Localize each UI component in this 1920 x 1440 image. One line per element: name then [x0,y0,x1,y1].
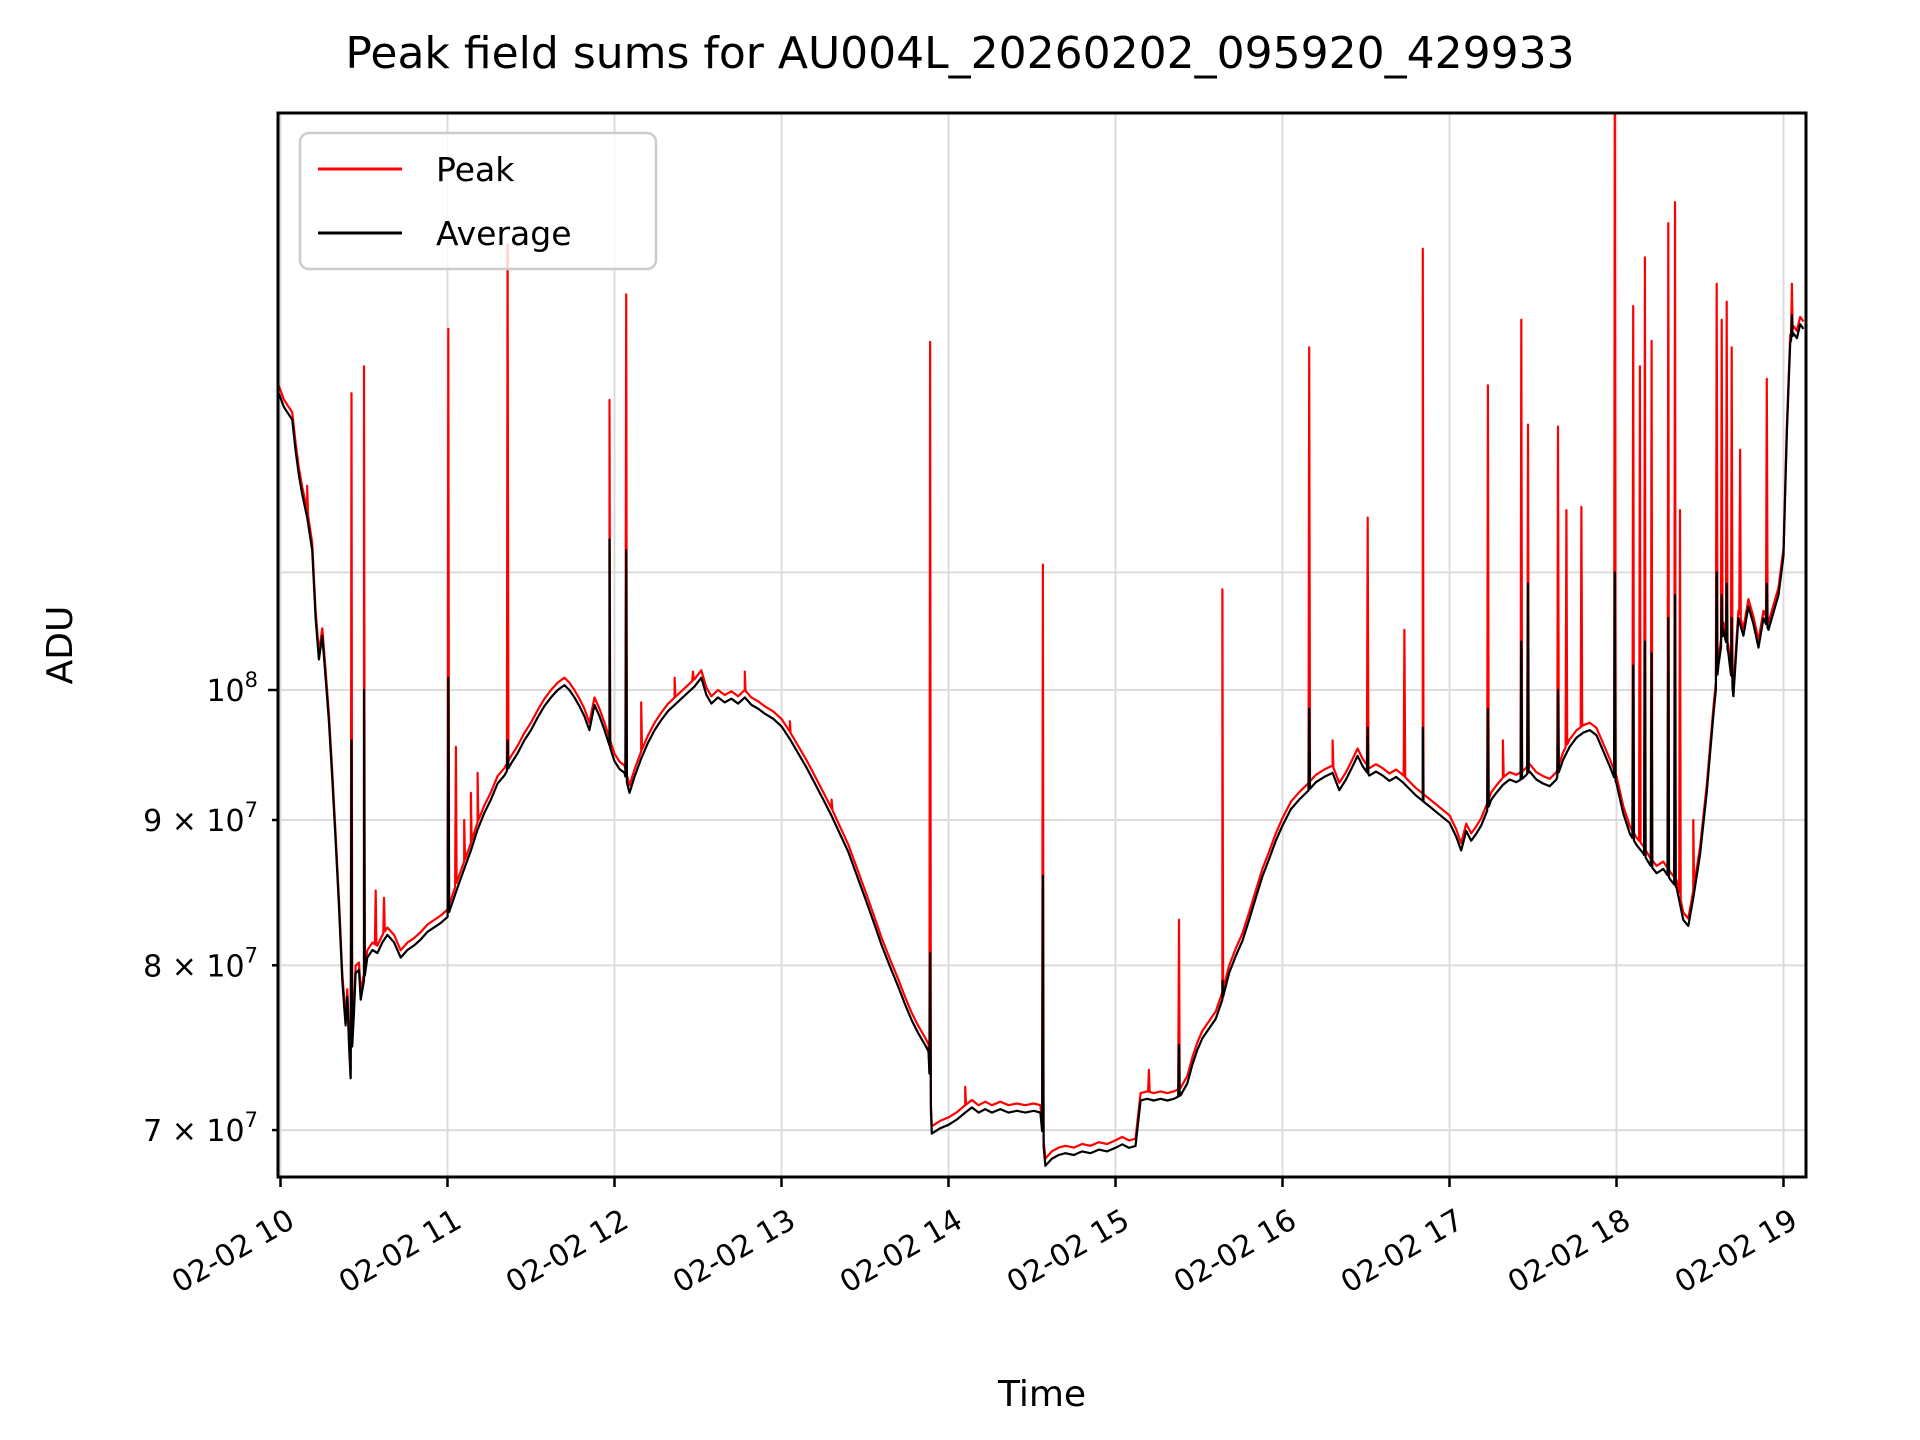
data-series [278,113,1805,1167]
x-tick-label: 02-02 18 [1502,1203,1636,1301]
peak-series-line [278,113,1805,1160]
x-tick-label: 02-02 15 [1001,1203,1135,1301]
x-tick-label: 02-02 12 [500,1203,634,1301]
x-tick-label: 02-02 14 [834,1203,968,1301]
average-series-line [278,314,1805,1167]
y-axis-label: ADU [40,606,81,685]
x-tick-label: 02-02 10 [166,1203,300,1301]
axes-spines [276,111,1808,1179]
x-tick-label: 02-02 17 [1335,1203,1469,1301]
chart-title: Peak field sums for AU004L_20260202_0959… [345,28,1574,79]
x-tick-label: 02-02 11 [333,1203,467,1301]
x-tick-label: 02-02 19 [1669,1203,1803,1301]
x-axis-ticks: 02-02 10 02-02 11 02-02 12 02-02 13 02-02 14… [166,1177,1804,1301]
legend-box [298,131,658,271]
legend-peak-label: Peak [436,150,515,189]
legend: Peak Average [298,131,658,271]
legend-average-label: Average [436,214,572,253]
y-axis-ticks: 108 9 × 107 8 × 107 7 × 107 [143,668,278,1149]
x-tick-label: 02-02 13 [667,1203,801,1301]
x-axis-label: Time [997,1374,1086,1415]
y-tick-label: 108 [206,668,258,709]
y-tick-label: 7 × 107 [143,1108,258,1149]
y-tick-label: 8 × 107 [143,943,258,984]
y-tick-label: 9 × 107 [143,798,258,839]
x-tick-label: 02-02 16 [1168,1203,1302,1301]
